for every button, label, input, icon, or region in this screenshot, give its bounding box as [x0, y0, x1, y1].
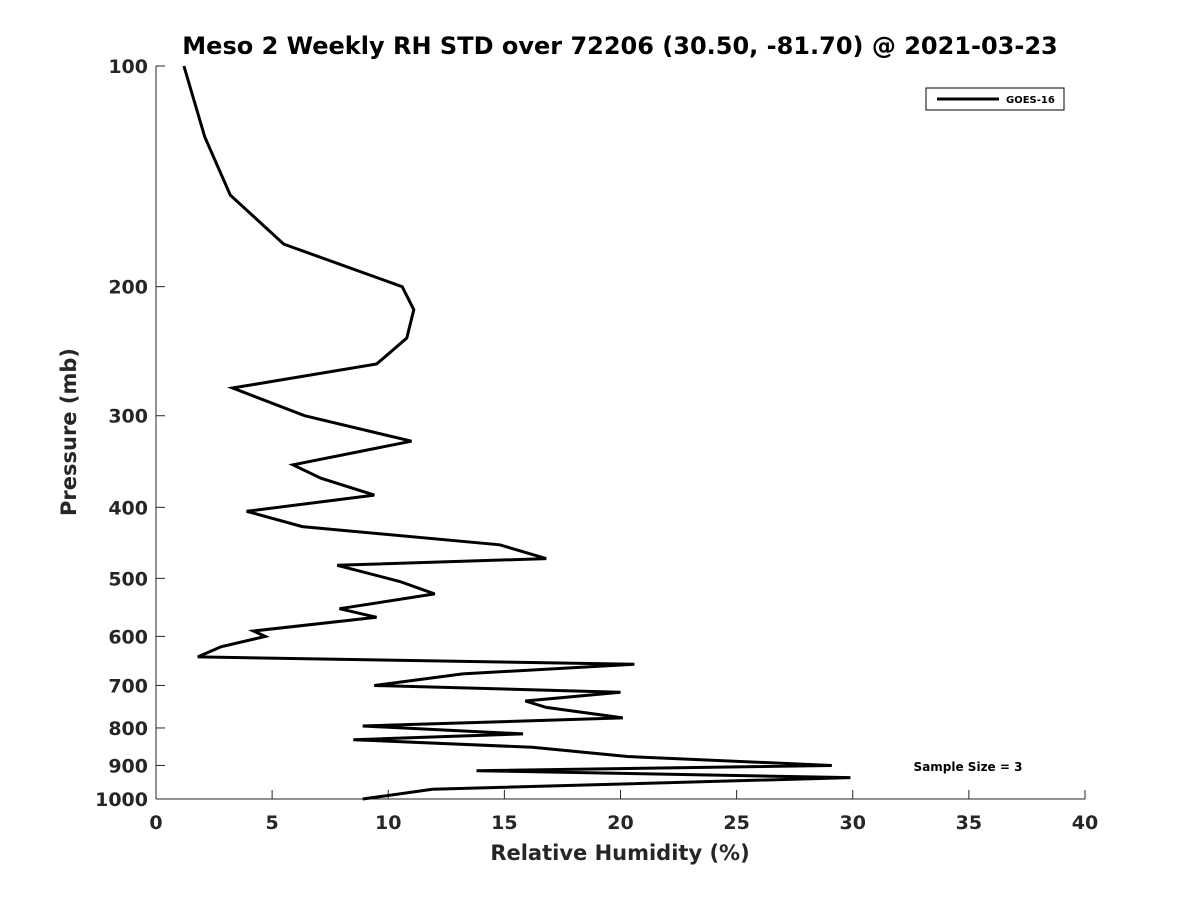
x-tick-label: 25	[723, 812, 749, 834]
chart-title: Meso 2 Weekly RH STD over 72206 (30.50, …	[182, 32, 1057, 60]
y-tick-label: 1000	[95, 789, 148, 811]
y-tick-label: 600	[108, 626, 148, 648]
y-tick-label: 800	[108, 718, 148, 740]
y-axis-ticks: 100 200 300 400 500 600 700 800 900 1000	[95, 56, 165, 811]
y-tick-label: 700	[108, 675, 148, 697]
x-tick-label: 35	[956, 812, 982, 834]
x-tick-label: 20	[607, 812, 633, 834]
x-tick-label: 5	[266, 812, 279, 834]
y-tick-label: 200	[108, 277, 148, 299]
y-axis-label: Pressure (mb)	[57, 348, 81, 516]
x-tick-label: 30	[840, 812, 866, 834]
x-tick-label: 10	[375, 812, 401, 834]
y-tick-label: 900	[108, 755, 148, 777]
x-tick-label: 15	[491, 812, 517, 834]
y-tick-label: 500	[108, 568, 148, 590]
x-axis-label: Relative Humidity (%)	[490, 841, 749, 865]
x-tick-label: 0	[149, 812, 162, 834]
x-tick-label: 40	[1072, 812, 1098, 834]
sample-size-annotation: Sample Size = 3	[914, 760, 1023, 774]
legend-label-goes-16: GOES-16	[1006, 95, 1055, 106]
y-tick-label: 100	[108, 56, 148, 78]
series-line-goes-16	[182, 65, 851, 801]
x-axis-ticks: 0 5 10 15 20 25 30 35 40	[149, 790, 1098, 834]
y-tick-label: 400	[108, 497, 148, 519]
series-layer	[182, 65, 851, 801]
y-tick-label: 300	[108, 406, 148, 428]
axes	[155, 66, 1085, 800]
legend: GOES-16	[925, 87, 1065, 111]
